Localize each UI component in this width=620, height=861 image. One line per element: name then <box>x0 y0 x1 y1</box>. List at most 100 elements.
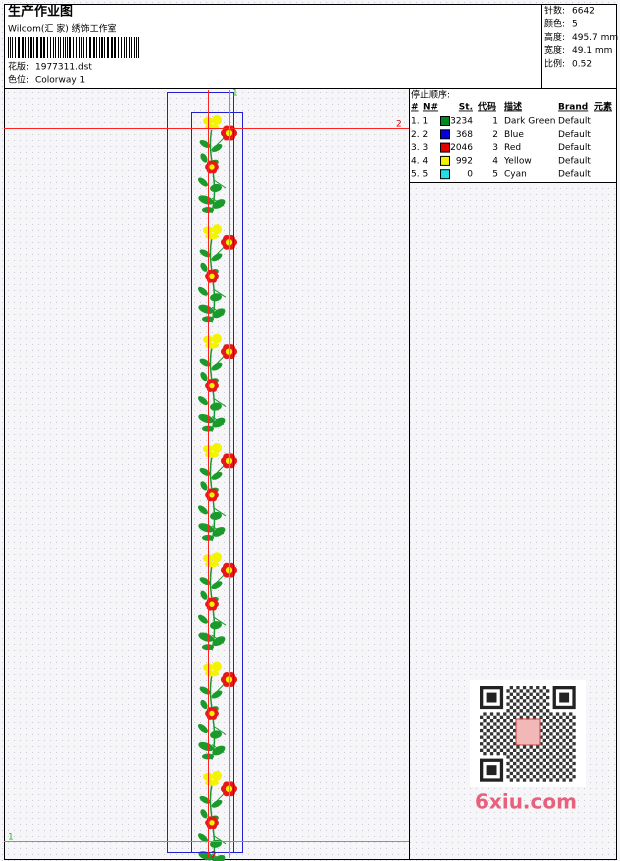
column-header: 代码 <box>477 101 496 113</box>
column-header: Brand <box>558 103 588 113</box>
table-title: 停止顺序: <box>411 89 450 101</box>
qr-module <box>499 735 504 739</box>
stitches: 3234 <box>450 117 473 127</box>
qr-module <box>522 712 527 716</box>
qr-module <box>503 752 507 756</box>
qr-module <box>542 719 546 723</box>
qr-module <box>532 761 537 766</box>
yellow-petal <box>205 233 219 240</box>
qr-module <box>506 695 510 700</box>
qr-module <box>513 728 517 733</box>
qr-module <box>483 745 487 749</box>
qr-module <box>506 715 510 719</box>
header-box <box>4 4 617 89</box>
qr-module <box>549 758 553 762</box>
qr-module <box>546 735 550 739</box>
qr-module <box>572 735 576 739</box>
qr-module <box>546 689 550 693</box>
qr-module <box>552 742 556 746</box>
qr-module <box>486 722 490 726</box>
bar <box>89 37 91 58</box>
qr-module <box>565 728 570 733</box>
qr-module <box>532 775 537 779</box>
bar <box>40 37 42 58</box>
bar <box>63 37 64 58</box>
qr-module <box>526 715 530 719</box>
qr-module <box>509 765 513 769</box>
qr-module <box>536 745 540 749</box>
qr-module <box>565 748 570 752</box>
qr-module <box>552 728 556 733</box>
brand: Default <box>558 143 591 153</box>
qr-module <box>546 742 550 746</box>
leaf <box>212 854 226 861</box>
qr-module <box>542 745 546 749</box>
qr-module <box>526 775 530 779</box>
qr-module <box>559 755 563 759</box>
qr-module <box>539 768 543 772</box>
qr-module <box>493 715 497 719</box>
qr-module <box>486 742 490 746</box>
qr-module <box>513 689 517 693</box>
bar <box>126 37 127 58</box>
flower-center <box>209 382 215 389</box>
leaf <box>211 362 223 371</box>
qr-module <box>516 686 520 690</box>
description: Red <box>504 143 521 153</box>
qr-module <box>546 722 550 726</box>
color-swatch <box>440 142 450 153</box>
code: 3 <box>492 143 498 153</box>
bar <box>129 37 130 58</box>
guide-label: 2 <box>211 851 217 861</box>
qr-module <box>489 745 494 749</box>
bar <box>53 37 54 58</box>
bar <box>86 37 87 58</box>
color-swatch <box>440 169 450 180</box>
bar <box>67 37 68 58</box>
qr-module <box>565 761 570 766</box>
leaf <box>210 402 222 411</box>
qr-module <box>546 728 550 733</box>
stat-label: 高度: <box>544 31 565 43</box>
qr-module <box>503 745 507 749</box>
leaf <box>200 372 208 382</box>
bar <box>107 37 109 58</box>
qr-module <box>562 738 566 743</box>
inner-extent <box>191 112 243 853</box>
bar <box>81 37 82 58</box>
qr-module <box>513 735 517 739</box>
qr-module <box>506 742 510 746</box>
bar <box>93 37 95 58</box>
qr-module <box>552 722 556 726</box>
yellow-petal <box>212 224 222 235</box>
qr-module <box>499 748 504 752</box>
description: Dark Green <box>504 117 555 127</box>
qr-module <box>555 752 560 756</box>
qr-module <box>555 745 560 749</box>
qr-module <box>480 715 484 719</box>
qr-module <box>552 755 556 759</box>
qr-module <box>513 695 517 700</box>
qr-module <box>552 748 556 752</box>
colorway: Colorway 1 <box>35 76 85 86</box>
qr-module <box>536 778 540 782</box>
qr-module <box>549 719 553 723</box>
qr-module <box>572 755 576 759</box>
qr-module <box>489 725 494 729</box>
qr-module <box>532 755 537 759</box>
qr-module <box>493 722 497 726</box>
qr-module <box>480 742 484 746</box>
qr-module <box>572 768 576 772</box>
qr-module <box>559 768 563 772</box>
leaf <box>211 471 223 480</box>
qr-module <box>519 709 523 713</box>
qr-module <box>549 778 553 782</box>
description: Blue <box>504 130 524 140</box>
leaf <box>198 523 214 533</box>
qr-module <box>499 715 504 719</box>
qr-module <box>509 758 513 762</box>
qr-module <box>539 695 543 700</box>
qr-module <box>506 689 510 693</box>
qr-module <box>539 775 543 779</box>
leaf <box>210 621 222 630</box>
